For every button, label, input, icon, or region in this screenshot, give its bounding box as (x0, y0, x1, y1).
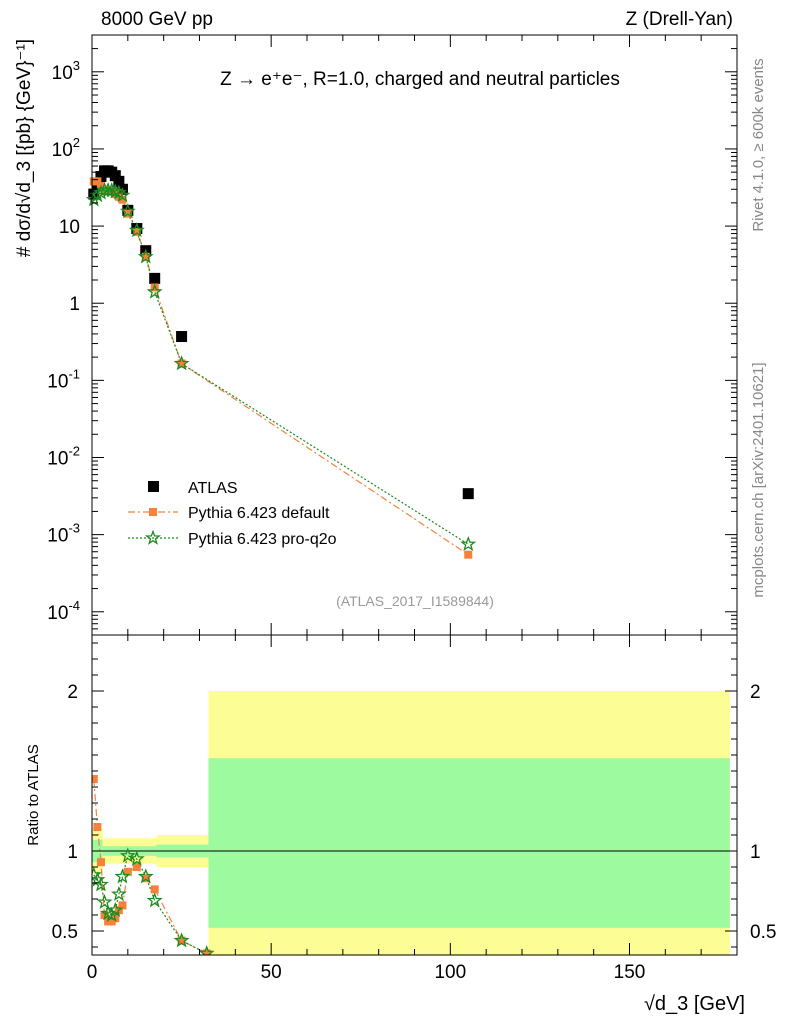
legend-label-default: Pythia 6.423 default (188, 505, 330, 522)
main-point-pythia-6-423-default-14 (464, 550, 473, 559)
main-y-tick-label: 1 (69, 294, 80, 315)
main-y-axis-label: # dσ/d√d_3 [{pb} {GeV}⁻¹] (14, 39, 35, 257)
ratio-point-pythia-6-423-pro-q2o-3 (96, 893, 113, 910)
ratio-point-pythia-6-423-default-8 (118, 901, 127, 910)
x-tick-label: 150 (614, 962, 646, 983)
legend-marker-proq2o (144, 529, 162, 545)
ratio-line-pythia-6-423-pro-q2o (93, 855, 207, 954)
ratio-y-tick-labels: 0.5 0.5 1 1 2 2 (52, 682, 777, 943)
main-point-pythia-6-423-pro-q2o-9 (119, 203, 136, 219)
main-point-pythia-6-423-pro-q2o-14 (460, 535, 477, 552)
x-tick-label: 50 (261, 962, 282, 983)
main-y-tick-label: 10-1 (47, 366, 80, 392)
ratio-panel: 0.5 0.5 1 1 2 2 0 50 100 150 Ratio to ATLAS √d_3… (25, 634, 777, 1015)
ratio-point-pythia-6-423-default-11 (141, 874, 150, 883)
main-y-tick-label: 10 (59, 217, 80, 238)
main-point-pythia-6-423-default-11 (141, 252, 150, 261)
ratio-point-pythia-6-423-pro-q2o-11 (137, 868, 154, 884)
ratio-point-pythia-6-423-default-2 (96, 858, 105, 867)
main-point-atlas-6 (109, 170, 121, 182)
main-point-atlas-13 (176, 331, 188, 343)
ratio-point-pythia-6-423-default-1 (93, 823, 102, 831)
main-panel: 10-4 10-3 10-2 10-1 1 10 102 103 Z → e⁺e⁻, R=1.… (14, 34, 738, 636)
header-energy: 8000 GeV pp (101, 9, 213, 30)
main-point-pythia-6-423-default-13 (177, 359, 186, 368)
main-y-tick-labels: 10-4 10-3 10-2 10-1 1 10 102 103 (47, 58, 80, 624)
ratio-point-pythia-6-423-pro-q2o-14 (198, 945, 215, 955)
main-point-pythia-6-423-pro-q2o-8 (114, 187, 131, 203)
main-series-lines (93, 180, 469, 556)
ratio-point-pythia-6-423-default-0 (92, 775, 98, 783)
legend-label-atlas: ATLAS (188, 480, 238, 497)
ratio-point-pythia-6-423-default-9 (123, 867, 132, 876)
rivet-version: Rivet 4.1.0, ≥ 600k events (750, 58, 767, 231)
ratio-point-pythia-6-423-default-14 (202, 949, 211, 955)
legend: ATLAS Pythia 6.423 default Pythia 6.423 … (128, 480, 337, 548)
legend-marker-default (149, 508, 157, 516)
ratio-point-pythia-6-423-default-10 (132, 863, 141, 871)
main-y-tick-label: 10-4 (47, 598, 80, 624)
main-point-pythia-6-423-pro-q2o-11 (137, 248, 154, 264)
ratio-point-pythia-6-423-pro-q2o-13 (173, 932, 190, 948)
ratio-point-pythia-6-423-default-12 (150, 885, 159, 894)
ratio-point-pythia-6-423-pro-q2o-7 (110, 885, 127, 902)
ratio-point-pythia-6-423-pro-q2o-9 (119, 847, 136, 863)
x-tick-label: 100 (434, 962, 466, 983)
main-title: Z → e⁺e⁻, R=1.0, charged and neutral par… (220, 69, 620, 90)
main-series-markers (85, 165, 477, 559)
main-point-atlas-2 (95, 170, 107, 182)
ratio-point-pythia-6-423-pro-q2o-6 (107, 901, 124, 918)
legend-marker-atlas (148, 481, 159, 492)
ratio-uncertainty-bands (92, 691, 730, 955)
x-tick-labels: 0 50 100 150 (87, 962, 646, 983)
ratio-point-pythia-6-423-pro-q2o-10 (128, 850, 145, 866)
ratio-band-inner-3 (208, 758, 730, 928)
ratio-y-tick-label-right: 0.5 (750, 922, 776, 943)
legend-label-proq2o: Pythia 6.423 pro-q2o (188, 531, 337, 548)
main-axis-ticks (91, 34, 738, 636)
analysis-id: (ATLAS_2017_I1589844) (336, 593, 494, 609)
main-y-tick-label: 102 (52, 135, 80, 161)
ratio-y-tick-label-right: 2 (750, 682, 761, 703)
ratio-y-tick-label: 1 (67, 842, 78, 863)
main-point-pythia-6-423-pro-q2o-12 (146, 283, 163, 299)
ratio-y-tick-label-right: 1 (750, 842, 761, 863)
ratio-point-pythia-6-423-pro-q2o-8 (114, 868, 131, 884)
x-tick-label: 0 (87, 962, 98, 983)
main-y-tick-label: 10-2 (47, 444, 80, 470)
ratio-point-pythia-6-423-pro-q2o-12 (146, 892, 163, 908)
main-y-tick-label: 103 (52, 58, 80, 84)
main-point-atlas-14 (462, 488, 474, 500)
main-point-atlas-12 (149, 272, 161, 284)
main-line-pythia-6-423-default (93, 180, 469, 556)
ratio-series-markers (92, 775, 215, 955)
main-point-pythia-6-423-default-1 (93, 177, 102, 186)
ratio-axis-ticks (91, 635, 738, 955)
ratio-point-pythia-6-423-default-3 (100, 911, 109, 919)
header-process: Z (Drell-Yan) (626, 9, 733, 30)
ratio-y-axis-label: Ratio to ATLAS (25, 744, 42, 845)
main-point-pythia-6-423-default-8 (118, 195, 127, 204)
main-point-pythia-6-423-default-12 (150, 283, 159, 292)
mcplots-credit: mcplots.cern.ch [arXiv:2401.10621] (750, 362, 767, 597)
main-point-pythia-6-423-pro-q2o-10 (128, 222, 145, 238)
x-axis-label: √d_3 [GeV] (644, 993, 745, 1015)
ratio-point-pythia-6-423-default-13 (177, 936, 186, 945)
ratio-y-tick-label: 0.5 (52, 922, 78, 943)
main-y-tick-label: 10-3 (47, 521, 80, 547)
main-point-pythia-6-423-default-10 (132, 227, 141, 236)
main-point-atlas-7 (113, 175, 125, 187)
main-point-pythia-6-423-pro-q2o-13 (173, 355, 190, 371)
ratio-y-tick-label: 2 (67, 682, 78, 703)
